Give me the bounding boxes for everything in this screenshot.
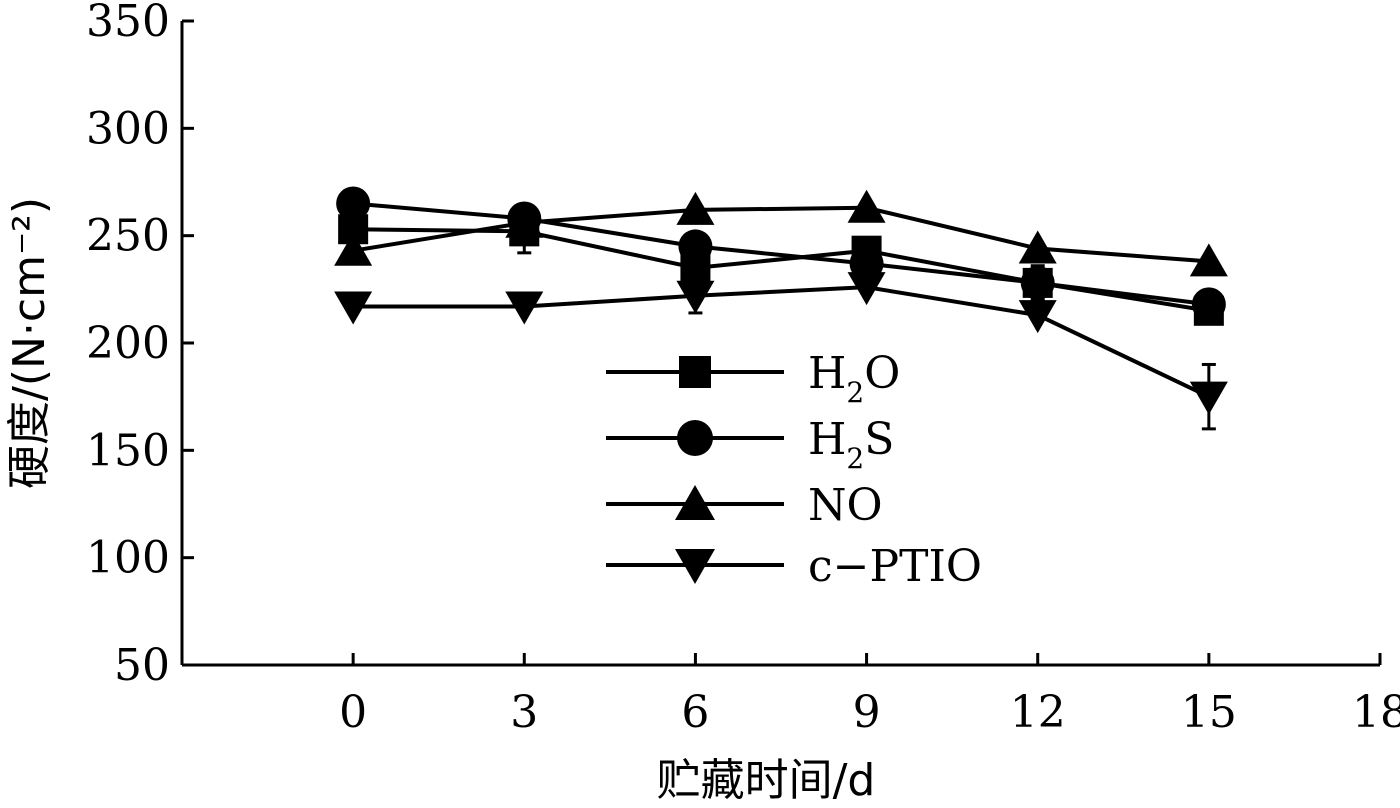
data-point <box>505 204 544 238</box>
x-tick-label: 15 <box>1181 687 1237 738</box>
data-point <box>1018 300 1057 334</box>
data-point <box>1189 243 1228 277</box>
data-point <box>334 232 373 266</box>
x-axis-title: 贮藏时间/d <box>657 755 876 806</box>
series-group <box>334 186 1228 431</box>
series-c-ptio <box>334 272 1228 431</box>
series-line-c-ptio <box>353 285 1210 399</box>
legend-label: H2O <box>808 348 900 409</box>
y-tick-label: 200 <box>86 318 170 369</box>
legend-item-h-o: H2O <box>606 348 900 409</box>
data-point <box>336 186 371 221</box>
ticks: 50 100 150 200 250 300 350 0 3 6 9 12 15 18 <box>86 0 1400 738</box>
y-tick-label: 250 <box>86 211 170 262</box>
legend-item-h-s: H2S <box>606 414 894 475</box>
data-point <box>1018 230 1057 264</box>
legend-item-c-ptio: c−PTIO <box>606 541 982 592</box>
x-tick-label: 12 <box>1010 687 1066 738</box>
x-tick-label: 0 <box>339 687 367 738</box>
legend-marker <box>675 549 715 584</box>
series-line-h-o <box>353 227 1210 313</box>
y-tick-label: 150 <box>86 425 170 476</box>
data-point <box>505 291 544 325</box>
data-point <box>1191 287 1226 322</box>
legend-label: H2S <box>808 414 894 475</box>
data-point <box>1020 265 1055 300</box>
data-point <box>847 272 886 306</box>
x-tick-label: 3 <box>510 687 538 738</box>
data-point <box>334 291 373 325</box>
data-point <box>847 189 886 223</box>
data-point <box>1189 381 1228 415</box>
legend-label: NO <box>808 480 883 531</box>
data-point <box>678 229 713 264</box>
legend-marker <box>677 420 713 456</box>
y-tick-label: 100 <box>86 533 170 584</box>
series-no <box>334 189 1228 277</box>
legend-item-no: NO <box>606 480 883 531</box>
series-line-h-s <box>352 201 1210 307</box>
x-tick-label: 18 <box>1352 687 1400 738</box>
data-point <box>676 280 715 314</box>
x-tick-label: 6 <box>681 687 709 738</box>
data-point <box>676 191 715 225</box>
legend-marker <box>679 356 711 388</box>
y-tick-label: 300 <box>86 103 170 154</box>
series-line-no <box>352 205 1210 264</box>
x-tick-label: 9 <box>853 687 881 738</box>
data-point <box>849 246 884 281</box>
legend-label: c−PTIO <box>808 541 982 592</box>
axes <box>180 21 1380 667</box>
y-tick-label: 50 <box>114 640 170 691</box>
y-tick-label: 350 <box>86 0 170 47</box>
y-axis-title: 硬度/(N·cm⁻²) <box>4 197 55 489</box>
legend-marker <box>675 485 715 520</box>
